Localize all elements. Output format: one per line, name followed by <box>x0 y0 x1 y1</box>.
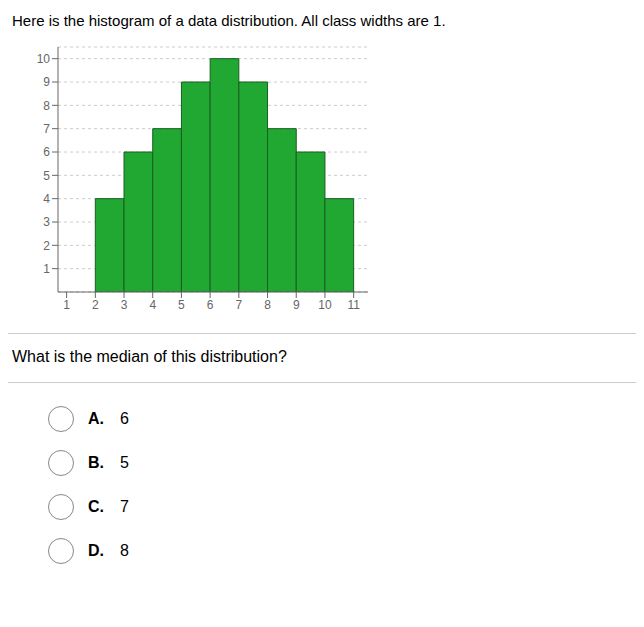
svg-text:2: 2 <box>92 298 99 312</box>
svg-text:3: 3 <box>43 215 50 229</box>
svg-text:9: 9 <box>43 75 50 89</box>
html-text:D.: D. <box>88 542 104 559</box>
svg-text:8: 8 <box>264 298 271 312</box>
svg-text:9: 9 <box>293 298 300 312</box>
html-text:8: 8 <box>120 542 129 559</box>
svg-text:1: 1 <box>63 298 70 312</box>
svg-text:7: 7 <box>43 122 50 136</box>
svg-text:10: 10 <box>318 298 332 312</box>
svg-text:6: 6 <box>207 298 214 312</box>
svg-text:7: 7 <box>235 298 242 312</box>
svg-text:5: 5 <box>43 169 50 183</box>
html-text:What is the median of this dis: What is the median of this distribution? <box>12 348 287 365</box>
html-text:B.: B. <box>88 454 104 471</box>
html-text:Here is the histogram of a dat: Here is the histogram of a data distribu… <box>12 12 446 29</box>
svg-text:1: 1 <box>43 262 50 276</box>
html-text:6: 6 <box>120 410 129 427</box>
svg-text:10: 10 <box>37 52 51 66</box>
html-text:C.: C. <box>88 498 104 515</box>
svg-text:4: 4 <box>43 192 50 206</box>
svg-text:6: 6 <box>43 145 50 159</box>
svg-text:4: 4 <box>149 298 156 312</box>
html-text:A.: A. <box>88 410 104 427</box>
svg-text:5: 5 <box>178 298 185 312</box>
svg-text:11: 11 <box>347 298 360 312</box>
svg-text:8: 8 <box>43 99 50 113</box>
svg-text:2: 2 <box>43 239 50 253</box>
html-text:5: 5 <box>120 454 129 471</box>
html-text:7: 7 <box>120 498 129 515</box>
svg-text:3: 3 <box>121 298 128 312</box>
